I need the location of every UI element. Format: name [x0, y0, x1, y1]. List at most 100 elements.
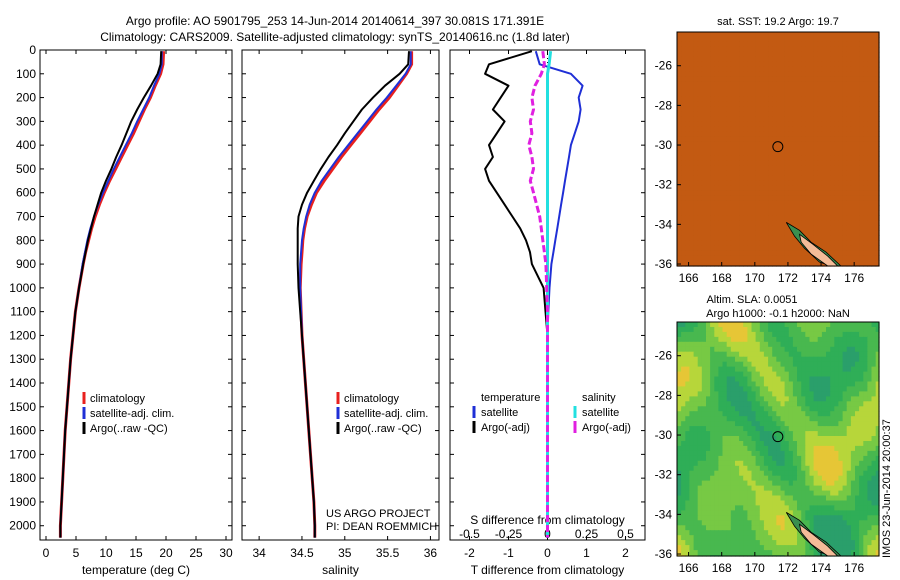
map-cell	[739, 396, 744, 402]
map-cell	[792, 76, 798, 83]
map-cell	[850, 475, 856, 482]
map-cell	[722, 116, 728, 122]
map-cell	[776, 525, 781, 531]
map-cell	[830, 210, 835, 217]
map-cell	[735, 41, 740, 48]
map-cell	[701, 185, 707, 192]
map-cell	[875, 441, 880, 447]
map-cell	[714, 485, 719, 492]
map-cell	[693, 500, 699, 507]
map-cell	[826, 381, 831, 388]
map-cell	[759, 225, 765, 231]
map-cell	[846, 185, 852, 192]
map-cell	[846, 255, 852, 261]
map-cell	[875, 525, 880, 531]
map-cell	[739, 376, 744, 383]
map-cell	[842, 260, 848, 266]
map-cell	[805, 351, 810, 358]
map-cell	[821, 175, 827, 182]
map-cell	[875, 520, 880, 526]
map-cell	[747, 170, 753, 177]
map-cell	[809, 96, 815, 102]
map-cell	[718, 175, 724, 182]
map-cell	[697, 126, 703, 132]
map-cell	[743, 520, 748, 526]
map-cell	[768, 51, 773, 58]
map-cell	[859, 245, 864, 251]
map-cell	[726, 331, 732, 338]
map-cell	[826, 327, 831, 333]
map-cell	[743, 155, 748, 162]
map-cell	[714, 46, 719, 53]
map-cell	[867, 327, 873, 333]
map-cell	[817, 170, 823, 177]
map-cell	[801, 175, 806, 182]
map-cell	[859, 416, 864, 422]
map-cell	[697, 71, 703, 78]
map-cell	[743, 530, 748, 536]
map-cell	[697, 185, 703, 192]
map-cell	[677, 220, 682, 226]
map-cell	[706, 96, 711, 102]
map-cell	[817, 111, 823, 117]
map-cell	[776, 225, 781, 231]
map-cell	[875, 175, 880, 182]
map-cell	[850, 71, 856, 78]
map-cell	[871, 235, 877, 241]
map-cell	[747, 121, 753, 127]
map-cell	[855, 436, 860, 442]
map-cell	[755, 322, 761, 328]
map-cell	[838, 460, 844, 467]
map-cell	[710, 245, 715, 251]
map-cell	[714, 480, 719, 487]
map-cell	[730, 500, 736, 507]
map-cell	[805, 371, 810, 378]
map-cell	[689, 401, 695, 407]
map-cell	[846, 480, 852, 487]
map-cell	[813, 495, 819, 502]
map-cell	[714, 436, 719, 442]
map-cell	[788, 210, 794, 217]
map-cell	[834, 495, 839, 502]
map-cell	[763, 96, 769, 102]
map-cell	[689, 91, 695, 98]
map-cell	[718, 322, 724, 328]
map-cell	[739, 71, 744, 78]
map-cell	[842, 475, 848, 482]
map-cell	[867, 56, 873, 63]
map-cell	[693, 230, 699, 236]
map-cell	[751, 32, 757, 38]
map-cell	[706, 250, 711, 256]
map-cell	[863, 96, 868, 102]
map-cell	[697, 386, 703, 392]
map-cell	[813, 71, 819, 78]
map-cell	[826, 220, 831, 226]
map-cell	[838, 445, 844, 452]
map-cell	[875, 106, 880, 112]
map-cell	[813, 505, 819, 511]
map-cell	[768, 230, 773, 236]
map-cell	[710, 121, 715, 127]
map-cell	[755, 421, 761, 427]
map-cell	[780, 37, 786, 43]
map-cell	[693, 146, 699, 152]
argo-float-marker	[772, 141, 784, 153]
map-cell	[730, 250, 736, 256]
map-cell	[755, 146, 761, 152]
map-cell	[859, 386, 864, 392]
map-cell	[726, 540, 732, 546]
map-cell	[706, 76, 711, 83]
map-cell	[714, 235, 719, 241]
map-cell	[730, 465, 736, 472]
map-cell	[768, 515, 773, 521]
map-cell	[768, 361, 773, 368]
map-cell	[776, 406, 781, 412]
map-cell	[871, 500, 877, 507]
map-cell	[768, 32, 773, 38]
map-cell	[677, 520, 682, 526]
map-cell	[788, 525, 794, 531]
map-cell	[763, 366, 769, 373]
map-cell	[805, 101, 810, 107]
map-cell	[739, 465, 744, 472]
map-cell	[863, 381, 868, 388]
